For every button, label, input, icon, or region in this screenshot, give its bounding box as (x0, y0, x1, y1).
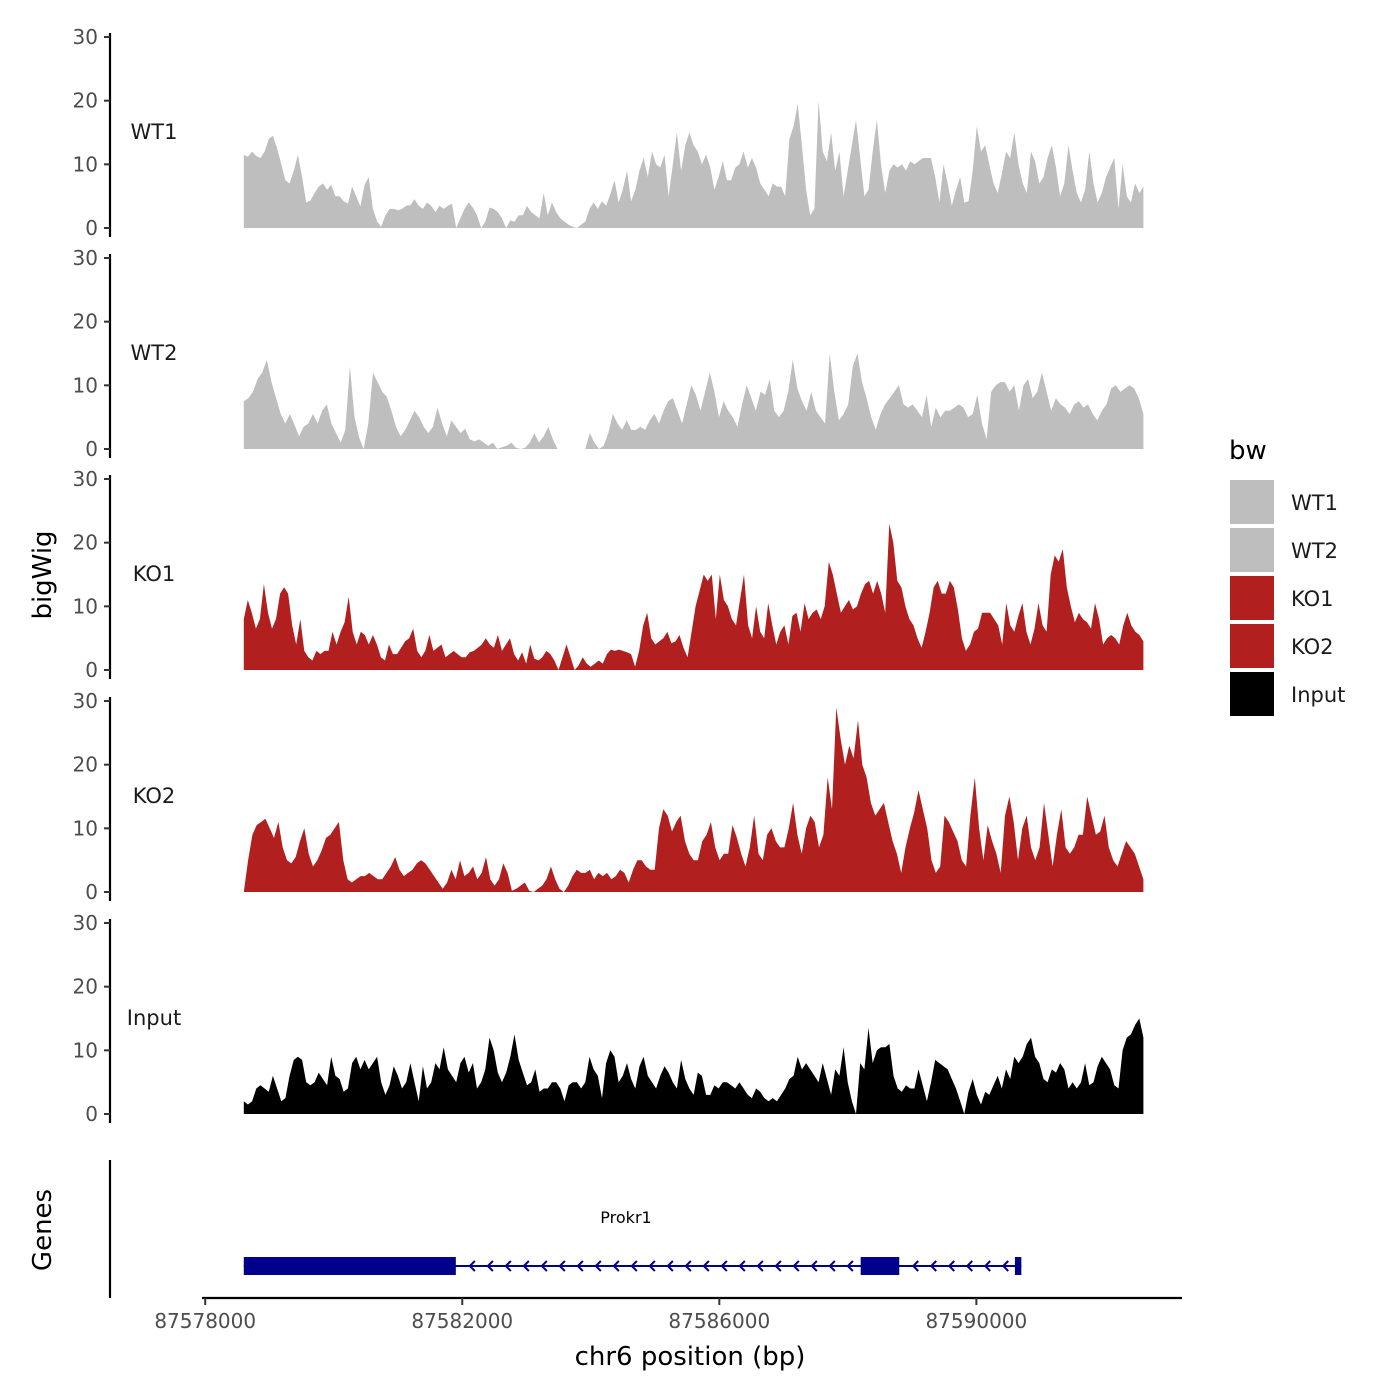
track-label-ko1: KO1 (133, 562, 176, 586)
strand-chevron (846, 1260, 854, 1272)
strand-chevron (630, 1260, 638, 1272)
legend: bw WT1 WT2 KO1 KO2 Input (1229, 436, 1345, 716)
track-input: 0 10 20 30 Input (73, 911, 1144, 1126)
legend-label-wt1: WT1 (1291, 491, 1338, 515)
strand-chevron (947, 1260, 955, 1272)
x-tick-label-87590000: 87590000 (925, 1309, 1027, 1333)
legend-label-ko1: KO1 (1291, 587, 1334, 611)
legend-label-input: Input (1291, 683, 1345, 707)
y-tick-label-wt2-30: 30 (73, 246, 98, 270)
strand-chevron (540, 1260, 548, 1272)
y-tick-label-ko1-0: 0 (85, 658, 98, 682)
y-tick-label-wt1-0: 0 (85, 216, 98, 240)
track-ko2: 0 10 20 30 KO2 (73, 689, 1144, 904)
strand-chevron (504, 1260, 512, 1272)
y-tick-label-ko2-20: 20 (73, 753, 98, 777)
x-axis: 87578000 87582000 87586000 87590000 (154, 1296, 1182, 1333)
y-tick-label-ko2-0: 0 (85, 880, 98, 904)
strand-chevron (612, 1260, 620, 1272)
strand-chevron (648, 1260, 656, 1272)
strand-chevron (720, 1260, 728, 1272)
strand-chevron (911, 1260, 919, 1272)
track-label-wt2: WT2 (131, 341, 178, 365)
area-wt1 (243, 100, 1144, 228)
strand-chevron (684, 1260, 692, 1272)
y-tick-label-input-30: 30 (73, 911, 98, 935)
strand-chevron (486, 1260, 494, 1272)
strand-chevron (756, 1260, 764, 1272)
area-input (243, 1018, 1144, 1114)
y-axis-title: bigWig (28, 530, 58, 619)
tracks-layer: 0 10 20 30 WT1 0 10 20 30 WT2 0 10 20 30 KO1 0 10 20 30 KO2… (73, 25, 1144, 1126)
y-tick-label-ko1-10: 10 (73, 594, 98, 618)
gene-exon-2 (860, 1257, 900, 1275)
y-tick-label-input-0: 0 (85, 1102, 98, 1126)
y-tick-label-ko1-20: 20 (73, 531, 98, 555)
legend-key-ko2 (1230, 624, 1274, 668)
track-wt1: 0 10 20 30 WT1 (73, 25, 1144, 240)
y-tick-label-input-10: 10 (73, 1038, 98, 1062)
x-tick-label-87582000: 87582000 (411, 1309, 513, 1333)
track-label-ko2: KO2 (133, 784, 176, 808)
y-tick-label-wt1-20: 20 (73, 89, 98, 113)
strand-chevron (929, 1260, 937, 1272)
strand-chevron (738, 1260, 746, 1272)
track-wt2: 0 10 20 30 WT2 (73, 246, 1144, 461)
strand-chevron (558, 1260, 566, 1272)
genes-track: Prokr1 (108, 1160, 1022, 1298)
legend-key-ko1 (1230, 576, 1274, 620)
legend-label-ko2: KO2 (1291, 635, 1334, 659)
strand-chevron (965, 1260, 973, 1272)
strand-chevron (702, 1260, 710, 1272)
legend-title: bw (1229, 436, 1267, 466)
strand-chevron (1001, 1260, 1009, 1272)
strand-chevron (522, 1260, 530, 1272)
area-wt2 (243, 353, 1144, 449)
strand-chevron (810, 1260, 818, 1272)
gene-exon-3 (1014, 1257, 1022, 1275)
y-tick-label-wt2-0: 0 (85, 437, 98, 461)
track-label-wt1: WT1 (131, 120, 178, 144)
y-tick-label-wt2-10: 10 (73, 373, 98, 397)
genes-track-title: Genes (28, 1189, 58, 1271)
strand-chevron (666, 1260, 674, 1272)
y-tick-label-ko2-10: 10 (73, 816, 98, 840)
y-tick-label-wt2-20: 20 (73, 310, 98, 334)
strand-chevron (774, 1260, 782, 1272)
x-tick-label-87578000: 87578000 (154, 1309, 256, 1333)
x-axis-title: chr6 position (bp) (575, 1342, 806, 1372)
legend-key-wt2 (1230, 528, 1274, 572)
strand-chevron (594, 1260, 602, 1272)
y-tick-label-input-20: 20 (73, 975, 98, 999)
strand-chevron (792, 1260, 800, 1272)
y-tick-label-wt1-10: 10 (73, 152, 98, 176)
y-tick-label-ko1-30: 30 (73, 467, 98, 491)
gene-exon-1 (243, 1257, 456, 1275)
gene-label: Prokr1 (600, 1208, 651, 1227)
track-label-input: Input (127, 1006, 181, 1030)
y-tick-label-ko2-30: 30 (73, 689, 98, 713)
strand-chevron (468, 1260, 476, 1272)
area-ko2 (243, 707, 1144, 892)
track-ko1: 0 10 20 30 KO1 (73, 467, 1144, 682)
legend-key-wt1 (1230, 480, 1274, 524)
strand-chevron (576, 1260, 584, 1272)
x-tick-label-87586000: 87586000 (668, 1309, 770, 1333)
y-tick-label-wt1-30: 30 (73, 25, 98, 49)
strand-chevron (983, 1260, 991, 1272)
strand-chevron (828, 1260, 836, 1272)
area-ko1 (243, 523, 1144, 670)
legend-key-input (1230, 672, 1274, 716)
legend-label-wt2: WT2 (1291, 539, 1338, 563)
